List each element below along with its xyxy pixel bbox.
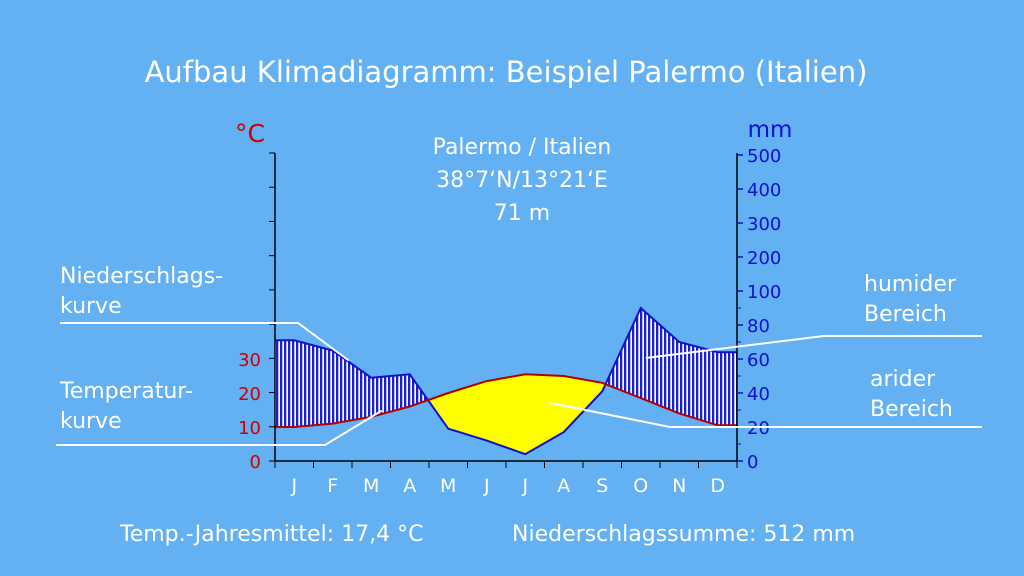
chart-title: Aufbau Klimadiagramm: Beispiel Palermo (… [145,55,868,89]
precipitation-line [275,306,737,456]
temp-tick-label: 30 [238,350,261,371]
precip-tick-label: 40 [747,384,770,405]
leader-arid [550,402,982,428]
month-label: J [483,475,490,497]
station-elevation: 71 m [494,201,550,226]
precip-tick-label: 400 [747,180,781,201]
month-label: D [710,475,725,497]
annotation-humid: humider Bereich [864,272,957,327]
month-label: M [363,475,379,497]
month-label: O [633,475,648,497]
annotation-layer: Niederschlags-kurveTemperatur-kurvehumid… [56,264,982,446]
station-info: Palermo / Italien 38°7‘N/13°21‘E 71 m [433,135,612,226]
leader-humid [645,335,982,359]
annotation-arid: arider Bereich [870,367,953,422]
month-label: J [521,475,528,497]
annotation-humid-line: humider [864,272,957,297]
annotation-arid-line: Bereich [870,397,953,422]
temp-annual-mean: Temp.-Jahresmittel: 17,4 °C [119,522,423,547]
annotation-temp-curve-line: kurve [60,409,122,434]
leader-temp-curve [56,409,383,446]
month-label: F [327,475,338,497]
precip-tick-label: 0 [747,452,758,473]
precipitation-unit-label: mm [748,117,793,143]
temperature-line [275,373,737,428]
precip-tick-label: 200 [747,248,781,269]
station-name: Palermo / Italien [433,135,612,160]
temp-tick-label: 10 [238,418,261,439]
month-label: M [440,475,456,497]
arid-area [275,374,737,455]
annotation-humid-line: Bereich [864,302,947,327]
annotation-arid-line: arider [870,367,936,392]
annotation-precip-curve-line: kurve [60,294,122,319]
temp-tick-label: 20 [238,384,261,405]
precip-tick-label: 60 [747,350,770,371]
plot-area: J F M A M J J A S O N D0102030020406080100200300400… [238,146,781,497]
temperature-unit-label: °C [235,119,265,148]
leader-precip-curve [60,322,350,362]
month-label: A [557,475,570,497]
month-label: N [672,475,686,497]
annotation-temp-curve: Temperatur-kurve [59,379,193,434]
month-label: J [290,475,297,497]
precip-annual-sum: Niederschlagssumme: 512 mm [512,522,855,547]
month-label: S [596,475,608,497]
precip-tick-label: 20 [747,418,770,439]
precip-tick-label: 300 [747,214,781,235]
month-label: A [403,475,416,497]
temp-tick-label: 0 [250,452,261,473]
annotation-temp-curve-line: Temperatur- [59,379,193,404]
precip-tick-label: 500 [747,146,781,167]
annotation-precip-curve-line: Niederschlags- [60,264,223,289]
station-coordinates: 38°7‘N/13°21‘E [436,168,608,193]
precip-tick-label: 80 [747,316,770,337]
annotation-precip-curve: Niederschlags-kurve [60,264,223,319]
precip-tick-label: 100 [747,282,781,303]
